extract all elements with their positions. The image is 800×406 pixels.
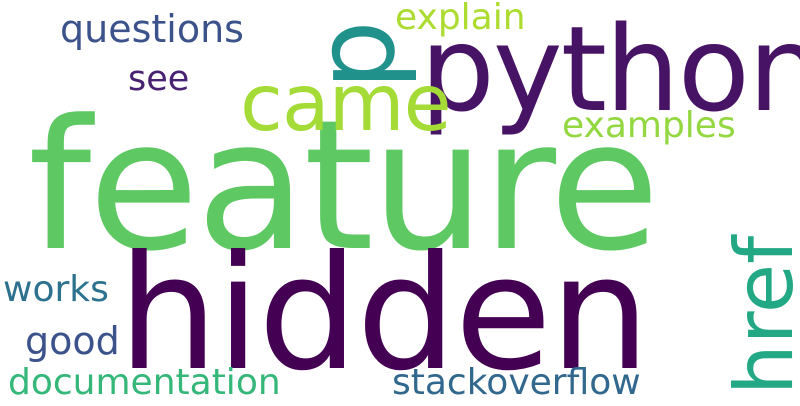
word-feature: feature [28, 82, 660, 291]
word-questions: questions [60, 7, 244, 51]
word-stackoverflow: stackoverflow [392, 362, 641, 403]
word-works: works [3, 269, 109, 310]
word-explain: explain [395, 0, 526, 38]
word-hidden: hidden [118, 222, 650, 406]
word-examples: examples [562, 105, 736, 146]
word-came: came [240, 59, 452, 149]
word-python: python [420, 0, 800, 138]
word-href: href [718, 235, 800, 395]
word-see: see [128, 59, 190, 99]
word-good: good [25, 319, 120, 363]
word-documentation: documentation [8, 362, 281, 403]
